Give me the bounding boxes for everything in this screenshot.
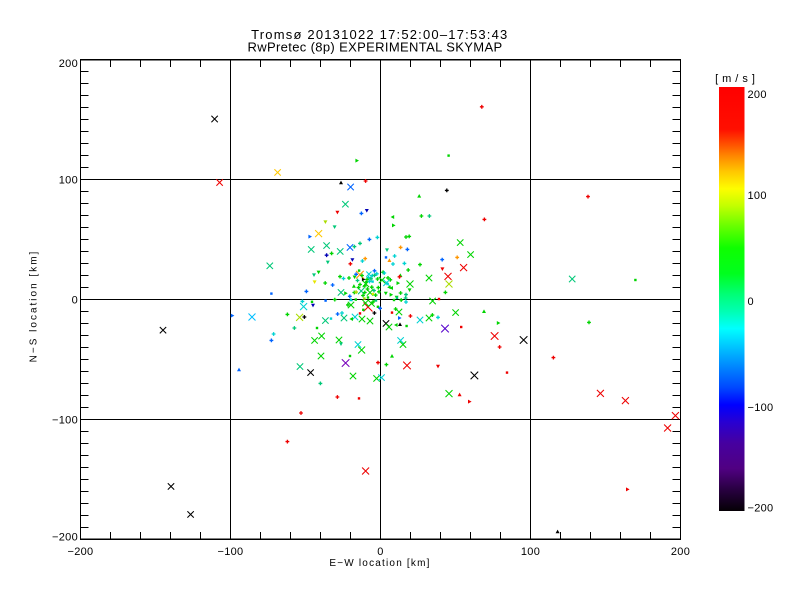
svg-text:−200: −200 [748, 503, 774, 515]
svg-text:E−W location [km]: E−W location [km] [329, 558, 430, 569]
svg-text:0: 0 [72, 295, 78, 307]
svg-text:N−S location [km]: N−S location [km] [29, 250, 40, 363]
svg-text:−100: −100 [218, 546, 244, 558]
svg-text:−200: −200 [52, 532, 78, 544]
svg-text:−100: −100 [52, 415, 78, 427]
svg-text:Tromsø 20131022 17:52:00–17:53: Tromsø 20131022 17:52:00–17:53:43 [251, 27, 508, 42]
svg-text:−200: −200 [68, 546, 94, 558]
svg-text:0: 0 [748, 296, 754, 308]
svg-text:−100: −100 [748, 402, 774, 414]
svg-text:200: 200 [671, 546, 690, 558]
svg-text:100: 100 [748, 190, 767, 202]
svg-text:RwPretec (8p) EXPERIMENTAL SKY: RwPretec (8p) EXPERIMENTAL SKYMAP [247, 39, 502, 54]
svg-text:0: 0 [377, 546, 383, 558]
svg-text:100: 100 [521, 546, 540, 558]
svg-text:200: 200 [748, 89, 767, 101]
svg-text:100: 100 [59, 175, 78, 187]
svg-text:200: 200 [59, 58, 78, 70]
svg-text:[m/s]: [m/s] [715, 73, 759, 85]
